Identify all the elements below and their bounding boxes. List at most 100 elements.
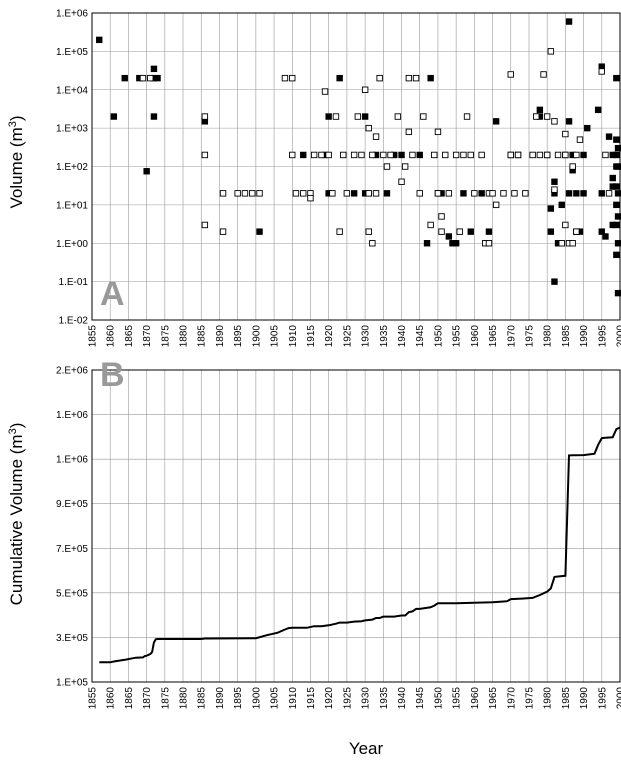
x-tick-label: 1990 (579, 325, 590, 348)
x-tick-label: 1995 (597, 687, 608, 710)
data-point-filled (460, 190, 467, 197)
data-point-open (405, 74, 413, 82)
data-point-filled (551, 278, 558, 285)
x-tick-label: 1940 (397, 687, 408, 710)
data-point-filled (613, 183, 620, 190)
data-point-filled (256, 228, 263, 235)
data-point-open (500, 190, 507, 197)
x-tick-label: 1950 (433, 687, 444, 710)
x-tick-label: 2000 (616, 687, 621, 710)
data-point-open (289, 74, 296, 82)
y-tick-label: 1.E+06 (56, 410, 88, 421)
data-point-open (485, 240, 493, 247)
data-point-open (547, 48, 555, 55)
data-point-open (201, 221, 209, 229)
data-point-open (300, 190, 307, 197)
data-point-open (522, 190, 529, 197)
data-point-filled (350, 190, 358, 197)
panel-b-letter: B (100, 356, 125, 394)
data-point-open (569, 240, 576, 247)
x-tick-label: 1895 (233, 687, 244, 710)
data-point-open (478, 151, 485, 159)
x-tick-label: 1895 (233, 325, 244, 348)
data-point-filled (565, 18, 573, 25)
data-point-open (329, 190, 336, 197)
x-tick-label: 1870 (142, 325, 153, 348)
data-point-filled (398, 151, 405, 159)
data-point-filled (423, 240, 431, 247)
x-tick-label: 1970 (506, 687, 517, 710)
y-tick-label: 1.E+00 (56, 239, 88, 250)
x-tick-label: 1975 (524, 325, 535, 348)
data-point-open (201, 113, 209, 120)
y-tick-label: 1.E-01 (59, 277, 89, 288)
x-tick-label: 1900 (251, 325, 262, 348)
data-point-open (602, 151, 609, 159)
x-tick-label: 1905 (270, 325, 281, 348)
data-point-open (438, 228, 445, 235)
data-point-open (289, 151, 296, 159)
data-point-filled (96, 36, 103, 44)
x-tick-label: 1915 (306, 325, 317, 348)
data-point-open (409, 151, 416, 159)
x-tick-label: 1935 (379, 325, 390, 348)
data-point-open (471, 190, 478, 197)
x-tick-label: 1960 (470, 325, 481, 348)
panel-a-x-ticks: 1855 1860 1865 1870 1875 1880 1885 1890 1895 1900… (88, 325, 621, 348)
data-point-open (256, 190, 263, 197)
data-point-open (281, 74, 289, 82)
x-tick-label: 1920 (324, 687, 335, 710)
x-tick-label: 1990 (579, 687, 590, 710)
data-point-open (507, 151, 514, 159)
data-point-open (456, 228, 463, 235)
data-point-open (416, 190, 423, 197)
x-tick-label: 1865 (124, 325, 135, 348)
data-point-filled (613, 151, 620, 159)
data-point-open (292, 190, 300, 197)
data-point-open (562, 221, 569, 229)
x-tick-label: 1960 (470, 687, 481, 710)
x-tick-label: 1920 (324, 325, 335, 348)
data-point-filled (150, 113, 158, 120)
x-tick-label: 1950 (433, 325, 444, 348)
data-point-open (562, 130, 569, 138)
x-tick-label: 1860 (106, 687, 117, 710)
data-point-open (569, 163, 576, 170)
x-tick-label: 1975 (524, 687, 535, 710)
data-point-open (325, 151, 332, 159)
data-point-open (507, 71, 514, 78)
y-tick-label: 1.E+06 (56, 9, 88, 20)
y-tick-label: 1.E-02 (59, 316, 89, 327)
data-point-filled (602, 233, 609, 240)
data-point-filled (485, 228, 493, 235)
data-point-open (551, 186, 558, 193)
y-tick-label: 1.E+01 (56, 200, 88, 211)
data-point-open (536, 151, 544, 159)
data-point-filled (467, 228, 474, 235)
data-point-open (405, 128, 413, 136)
data-point-filled (110, 113, 118, 120)
y-tick-label: 1.E+02 (56, 162, 88, 173)
y-tick-label: 1.E+06 (56, 455, 88, 466)
data-point-open (573, 228, 580, 235)
data-point-filled (478, 190, 485, 197)
data-point-open (420, 113, 427, 120)
data-point-open (452, 151, 460, 159)
data-point-open (558, 240, 565, 247)
data-point-open (219, 190, 227, 197)
data-point-filled (445, 233, 453, 240)
x-tick-label: 1855 (88, 325, 99, 348)
cumulative-volume-line (99, 426, 621, 664)
data-point-open (412, 74, 420, 82)
data-point-open (234, 190, 241, 197)
x-tick-label: 1980 (543, 325, 554, 348)
data-point-filled (492, 118, 500, 125)
x-tick-label: 1945 (415, 687, 426, 710)
data-point-open (489, 190, 496, 197)
data-point-open (467, 151, 474, 159)
panel-a-letter: A (100, 275, 125, 313)
data-point-filled (613, 136, 620, 143)
data-point-open (340, 151, 347, 159)
x-tick-label: 1930 (361, 687, 372, 710)
